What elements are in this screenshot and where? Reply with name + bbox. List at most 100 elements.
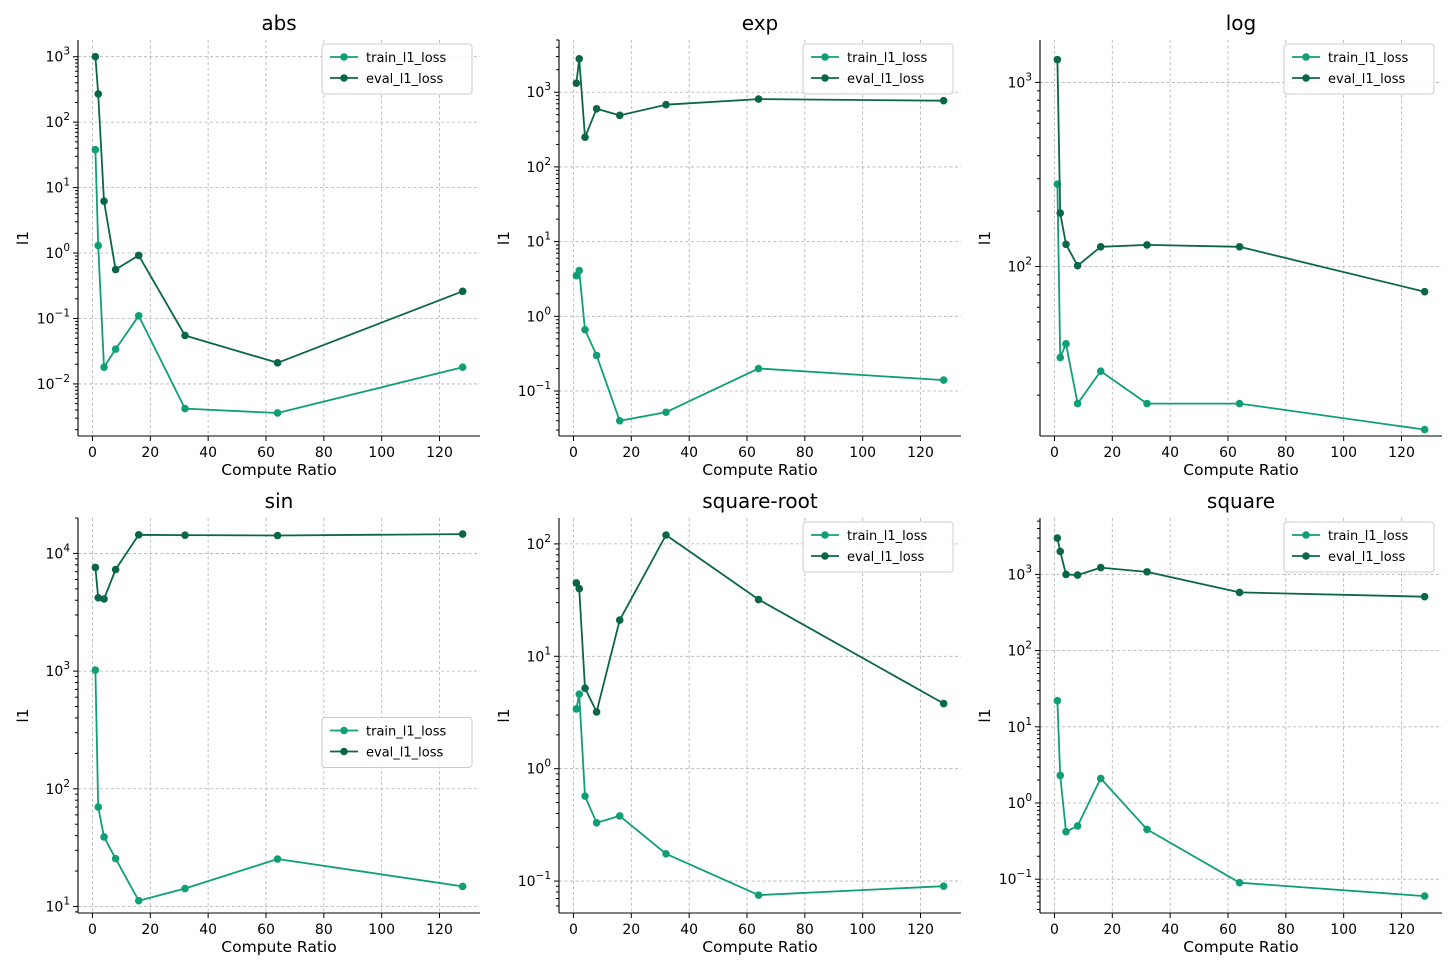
data-point-train_l1_loss (1062, 827, 1070, 836)
series-line-train_l1_loss (575, 693, 944, 896)
data-point-eval_l1_loss (939, 96, 948, 105)
data-point-eval_l1_loss (100, 197, 108, 205)
x-tick-label: 40 (1161, 922, 1179, 938)
data-point-train_l1_loss (1143, 399, 1151, 408)
y-tick-label: 10−1 (999, 868, 1032, 888)
x-tick-label: 120 (1388, 922, 1415, 938)
chart-title: sin (265, 489, 294, 513)
legend-marker (340, 74, 348, 82)
subplot-abs: 0 20 40 60 80 100 120 10−2 10−1 100 101 102 103 abs Co… (14, 11, 480, 479)
y-tick-label: 100 (526, 305, 551, 325)
data-point-train_l1_loss (1056, 353, 1065, 362)
legend-marker (821, 552, 829, 560)
y-tick-label: 102 (1007, 640, 1032, 660)
x-tick-label: 0 (1050, 922, 1059, 938)
legend: train_l1_loss eval_l1_loss (1283, 521, 1435, 573)
y-tick-label: 103 (45, 46, 70, 66)
y-tick-label: 103 (526, 81, 551, 101)
y-tick-label: 100 (526, 758, 551, 778)
chart-title: square-root (702, 489, 818, 513)
subplot-square-root: 0 20 40 60 80 100 120 10−1 100 101 102 square-root C… (495, 489, 961, 956)
y-axis-label: l1 (495, 231, 513, 245)
data-point-eval_l1_loss (615, 616, 624, 624)
data-point-train_l1_loss (1053, 696, 1062, 705)
x-tick-label: 20 (1103, 922, 1121, 938)
legend-marker (821, 53, 829, 61)
chart-title: exp (742, 11, 778, 35)
subplot-exp: 0 20 40 60 80 100 120 10−1 100 101 102 103 exp Comput… (495, 11, 961, 479)
data-point-eval_l1_loss (1420, 287, 1429, 296)
legend-marker (1302, 552, 1310, 560)
data-point-eval_l1_loss (1073, 571, 1082, 579)
data-point-eval_l1_loss (91, 563, 100, 572)
y-tick-label: 10−1 (37, 307, 70, 327)
x-tick-label: 60 (1219, 445, 1237, 461)
y-axis-label: l1 (14, 708, 32, 722)
chart-title: abs (261, 11, 296, 35)
series-line-eval_l1_loss (94, 56, 463, 364)
x-tick-label: 120 (1388, 445, 1415, 461)
data-point-eval_l1_loss (581, 133, 589, 141)
data-point-eval_l1_loss (572, 579, 581, 587)
subplot-square: 0 20 40 60 80 100 120 10−1 100 101 102 103 square Com… (976, 489, 1442, 956)
series-line-train_l1_loss (94, 149, 463, 414)
x-tick-label: 0 (88, 922, 97, 938)
y-tick-label: 101 (45, 177, 70, 197)
x-tick-label: 80 (315, 922, 333, 938)
data-point-train_l1_loss (1235, 399, 1244, 408)
legend-label: eval_l1_loss (1328, 550, 1405, 565)
data-point-eval_l1_loss (1053, 55, 1062, 64)
data-point-eval_l1_loss (458, 530, 467, 538)
series-line-eval_l1_loss (94, 533, 463, 600)
x-tick-label: 120 (907, 922, 934, 938)
y-tick-label: 102 (526, 156, 551, 176)
data-point-eval_l1_loss (575, 584, 584, 593)
data-point-train_l1_loss (615, 812, 624, 820)
data-point-eval_l1_loss (181, 331, 189, 340)
x-tick-label: 60 (738, 445, 756, 461)
data-point-eval_l1_loss (615, 111, 624, 120)
chart-title: log (1226, 11, 1257, 35)
data-point-train_l1_loss (134, 896, 143, 905)
y-tick-label: 101 (526, 645, 551, 665)
data-point-eval_l1_loss (134, 530, 143, 539)
legend-label: eval_l1_loss (1328, 72, 1405, 87)
data-point-train_l1_loss (572, 705, 581, 713)
x-tick-label: 60 (257, 922, 275, 938)
data-point-train_l1_loss (91, 145, 100, 154)
subplot-log: 0 20 40 60 80 100 120 102 103 log Compute Ratio l1 t… (976, 11, 1442, 479)
data-point-train_l1_loss (458, 363, 467, 372)
x-axis-label: Compute Ratio (1183, 938, 1298, 956)
data-point-eval_l1_loss (1143, 241, 1151, 249)
x-tick-label: 120 (426, 445, 453, 461)
x-tick-label: 80 (315, 445, 333, 461)
data-point-train_l1_loss (754, 891, 763, 899)
data-point-train_l1_loss (94, 241, 103, 250)
data-point-eval_l1_loss (662, 531, 670, 539)
data-point-train_l1_loss (615, 416, 624, 425)
series-line-train_l1_loss (94, 670, 463, 902)
data-point-train_l1_loss (1073, 822, 1082, 830)
legend-label: eval_l1_loss (366, 72, 443, 87)
subplot-sin: 0 20 40 60 80 100 120 101 102 103 104 sin Compute Ra… (14, 489, 480, 956)
data-point-train_l1_loss (273, 409, 282, 417)
data-point-train_l1_loss (575, 266, 584, 275)
x-tick-label: 100 (368, 922, 395, 938)
data-point-train_l1_loss (581, 326, 589, 334)
data-point-eval_l1_loss (1056, 209, 1065, 217)
y-tick-label: 100 (45, 242, 70, 262)
x-tick-label: 100 (1330, 922, 1357, 938)
legend-marker (340, 726, 348, 735)
x-tick-label: 120 (426, 922, 453, 938)
data-point-eval_l1_loss (94, 90, 103, 98)
series-line-train_l1_loss (1056, 700, 1425, 897)
data-point-eval_l1_loss (1062, 240, 1070, 249)
x-tick-label: 0 (569, 922, 578, 938)
data-point-train_l1_loss (754, 364, 763, 373)
y-axis-label: l1 (976, 231, 994, 245)
y-tick-label: 102 (45, 111, 70, 131)
data-point-eval_l1_loss (1096, 563, 1105, 572)
legend: train_l1_loss eval_l1_loss (802, 43, 954, 95)
data-point-train_l1_loss (181, 884, 189, 893)
